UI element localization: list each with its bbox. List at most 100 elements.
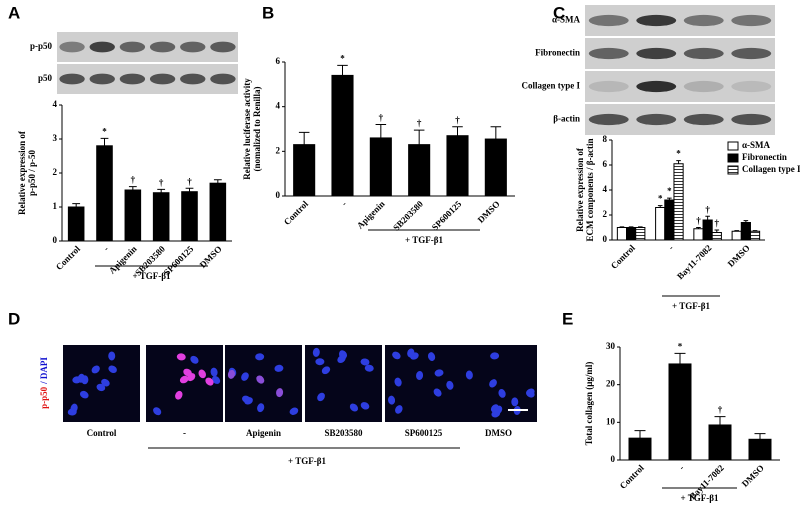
nucleus [498, 389, 506, 398]
blot-band [89, 41, 115, 53]
panel-letter: A [8, 3, 20, 22]
nucleus [388, 395, 396, 405]
blot-band [636, 113, 677, 126]
image-label: Apigenin [246, 428, 281, 438]
y-tick-label: 4 [603, 184, 608, 194]
nucleus [244, 397, 253, 405]
bar [96, 145, 113, 242]
y-axis-label: p-p50 / p-50 [27, 149, 37, 196]
nucleus [255, 353, 265, 361]
nucleus [79, 390, 89, 399]
error-bar [714, 416, 726, 425]
error-bar [128, 186, 137, 190]
x-tick-label: Control [282, 198, 311, 227]
bar [628, 437, 652, 461]
error-bar [100, 137, 109, 146]
y-tick-label: 4 [276, 101, 281, 111]
group-label: + TGF-β1 [681, 493, 719, 503]
error-bar [628, 226, 634, 228]
bar [626, 227, 637, 241]
bar [668, 363, 692, 461]
image-label: DMSO [485, 428, 512, 438]
blot-band [180, 73, 206, 85]
nucleus [395, 405, 403, 414]
blot-label: β-actin [553, 114, 580, 124]
blot-band [59, 73, 85, 85]
y-axis-label: Total collagen (μg/ml) [584, 362, 594, 446]
x-tick-label: SP600125 [430, 198, 464, 232]
nucleus [407, 348, 415, 358]
legend-label: Collagen type I [742, 164, 800, 174]
x-tick-label: Control [609, 242, 638, 271]
annotation: † [455, 115, 460, 125]
blot-band [588, 47, 629, 60]
panel-letter: D [8, 309, 20, 328]
nucleus [317, 392, 325, 402]
bar [635, 227, 646, 241]
nucleus [433, 388, 442, 397]
annotation: * [678, 341, 683, 351]
y-tick-label: 1 [53, 201, 58, 211]
blot-band [180, 41, 206, 53]
bar [702, 219, 713, 241]
nucleus [256, 375, 265, 384]
annotation: * [340, 53, 345, 63]
legend-swatch [727, 165, 739, 175]
x-tick-label: - [339, 199, 348, 208]
bar [369, 137, 392, 197]
annotation: † [718, 405, 723, 415]
blot-band [636, 80, 677, 93]
y-tick-label: 30 [606, 341, 616, 351]
nucleus [96, 383, 106, 392]
bar [124, 189, 142, 242]
y-axis-label: Relative expression of [17, 130, 27, 215]
x-tick-label: Apigenin [355, 199, 387, 231]
x-tick-label: SB203580 [391, 198, 425, 232]
bar [693, 228, 704, 241]
nucleus [526, 390, 535, 398]
panel-letter: E [562, 309, 573, 328]
nucleus [360, 402, 370, 410]
blot-band [731, 80, 772, 93]
nucleus [465, 370, 473, 380]
y-axis-label: (nomalized to Renilla) [252, 87, 262, 172]
y-tick-label: 0 [276, 190, 281, 200]
annotation: * [676, 149, 681, 159]
error-bar [337, 64, 348, 76]
y-tick-label: 8 [603, 134, 608, 144]
y-tick-label: 6 [276, 56, 281, 66]
error-bar [667, 197, 672, 200]
blot-label: α-SMA [552, 15, 581, 25]
x-tick-label: Control [54, 243, 83, 272]
error-bar [696, 227, 701, 229]
group-label: + TGF-β1 [672, 301, 710, 311]
image-label: Control [87, 428, 117, 438]
image-label: - [183, 428, 186, 438]
annotation: † [696, 216, 701, 226]
nucleus [315, 358, 325, 366]
annotation: † [131, 175, 136, 185]
bar [181, 191, 198, 242]
nucleus [490, 352, 500, 360]
bar [446, 135, 469, 197]
group-label: + TGF-β1 [405, 235, 443, 245]
nucleus [276, 388, 284, 398]
stain-label-part: / DAPI [39, 357, 49, 385]
nucleus [312, 347, 320, 357]
blot-band [59, 41, 85, 53]
y-axis-label: Relative luciferase activity [242, 78, 252, 180]
stain-label-part: p-p50 [39, 386, 49, 409]
blot-band [731, 14, 772, 27]
nucleus [198, 369, 206, 379]
legend-label: Fibronectin [742, 152, 787, 162]
error-bar [634, 430, 646, 439]
legend-label: α-SMA [742, 140, 771, 150]
error-bar [413, 129, 425, 145]
y-tick-label: 2 [603, 209, 608, 219]
error-bar [657, 205, 663, 208]
blot-band [683, 47, 724, 60]
blot-strip [57, 32, 238, 62]
nucleus [394, 377, 402, 387]
nucleus [153, 407, 162, 416]
